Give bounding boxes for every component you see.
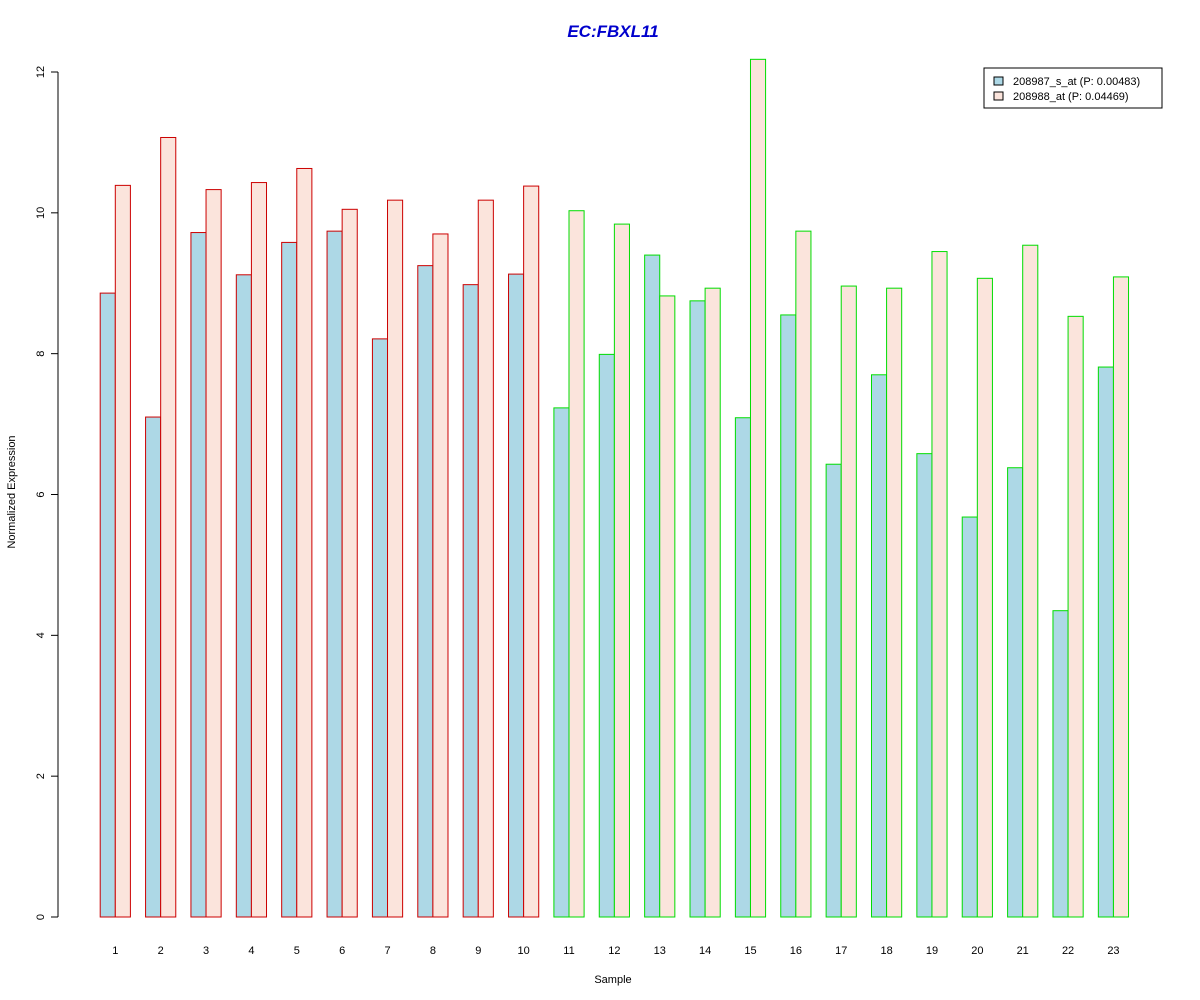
bar-s1-sample-4 [235,274,252,918]
y-tick-label: 8 [35,351,47,357]
bar-s2-sample-2 [160,136,177,918]
bar-s2-sample-16 [795,230,812,918]
legend-box [983,67,1163,109]
bar-s2-sample-8 [432,233,449,918]
x-tick-label: 5 [294,945,300,957]
y-axis-label: Normalized Expression [6,435,18,548]
bar-s1-sample-7 [371,338,389,918]
bar-s1-sample-13 [644,254,661,918]
x-tick-label: 10 [518,945,530,957]
bar-s2-sample-12 [613,223,630,918]
legend: 208987_s_at (P: 0.00483) 208988_at (P: 0.… [983,67,1163,109]
x-tick-label: 20 [971,945,983,957]
x-tick-labels: 1 2 3 4 5 6 7 8 9 10 11 12 13 14 15 16 17 18 19 20 21 22 23 [112,945,1119,957]
y-tick-label: 12 [35,66,47,78]
legend-label-1: 208987_s_at (P: 0.00483) [1013,76,1140,88]
bar-s2-sample-3 [205,189,222,918]
x-tick-label: 8 [430,945,436,957]
bar-s2-sample-13 [659,295,676,918]
bar-s1-sample-3 [190,232,207,918]
x-tick-label: 4 [248,945,254,957]
bar-s1-sample-11 [553,407,570,918]
legend-swatch-2 [993,91,1004,101]
x-axis-label: Sample [594,974,631,986]
bar-s2-sample-7 [387,199,404,918]
bar-s2-sample-21 [1022,244,1039,918]
bar-s2-sample-15 [749,58,767,918]
x-tick-label: 11 [563,945,574,957]
x-tick-label: 22 [1062,945,1074,957]
bar-s1-sample-12 [598,353,615,918]
x-tick-label: 17 [835,945,847,957]
bar-s1-sample-14 [689,300,706,918]
x-tick-label: 14 [699,945,711,957]
legend-swatch-1 [993,76,1004,86]
bar-s1-sample-23 [1097,366,1114,918]
y-tick-label: 10 [35,207,47,219]
bar-s1-sample-1 [99,292,116,918]
bar-s1-sample-21 [1007,467,1024,918]
chart-title: EC:FBXL11 [567,22,658,41]
y-axis: 0 2 4 6 8 10 12 [35,66,59,920]
bar-s2-sample-18 [886,287,903,918]
bar-s1-sample-16 [780,314,797,918]
x-tick-label: 16 [790,945,802,957]
bar-s2-sample-14 [704,287,721,918]
x-tick-label: 9 [475,945,481,957]
bar-s2-sample-19 [931,251,948,918]
bar-s1-sample-17 [825,463,842,918]
bar-s1-sample-19 [916,453,933,918]
bar-s1-sample-20 [961,516,978,918]
bar-s1-sample-2 [145,416,162,918]
bar-s1-sample-10 [508,273,525,918]
x-tick-label: 7 [384,945,390,957]
bar-s2-sample-17 [840,285,857,918]
bar-s1-sample-22 [1052,610,1069,918]
bar-group [99,58,1130,918]
y-tick-label: 0 [35,914,47,920]
y-tick-label: 2 [35,773,47,779]
y-tick-label: 6 [35,491,47,497]
bar-s2-sample-20 [976,277,993,918]
bar-s1-sample-18 [870,374,888,918]
x-tick-label: 3 [203,945,209,957]
bar-s2-sample-11 [568,210,585,918]
bar-s1-sample-8 [417,265,434,918]
x-tick-label: 23 [1107,945,1119,957]
x-tick-label: 13 [654,945,666,957]
x-tick-label: 18 [880,945,892,957]
x-tick-label: 6 [339,945,345,957]
bar-s1-sample-15 [734,417,751,918]
bar-s1-sample-5 [281,241,298,918]
bar-s1-sample-9 [462,284,479,918]
x-tick-label: 2 [158,945,164,957]
bar-s2-sample-22 [1067,315,1084,918]
bar-s2-sample-5 [296,167,313,918]
bar-s2-sample-4 [250,182,268,918]
bar-s2-sample-6 [341,208,358,918]
bar-s2-sample-9 [477,199,494,918]
bar-s2-sample-10 [523,185,540,918]
x-tick-label: 1 [112,945,118,957]
bar-s2-sample-1 [114,184,131,918]
legend-label-2: 208988_at (P: 0.04469) [1013,91,1129,103]
x-tick-label: 19 [926,945,938,957]
y-tick-label: 4 [35,632,47,638]
bar-s1-sample-6 [326,230,343,918]
x-tick-label: 21 [1017,945,1029,957]
x-tick-label: 12 [608,945,620,957]
bar-s2-sample-23 [1112,276,1130,918]
x-tick-label: 15 [744,945,756,957]
